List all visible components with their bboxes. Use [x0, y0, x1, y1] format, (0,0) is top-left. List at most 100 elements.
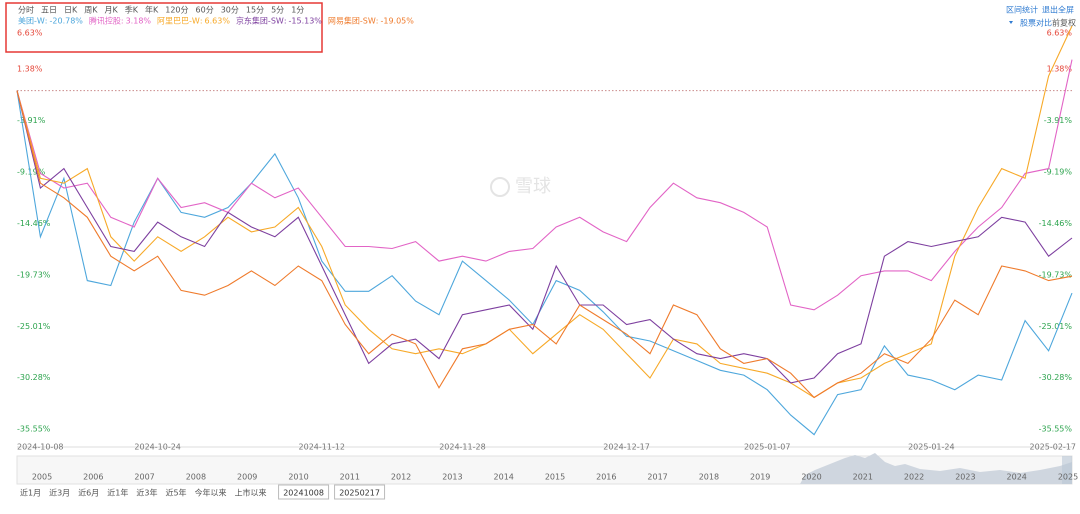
x-tick-label: 2025-02-17 [1030, 443, 1077, 452]
y-tick-label: -35.55% [17, 425, 51, 434]
y-tick-label-right: -30.28% [1039, 373, 1073, 382]
series-line [16, 90, 1073, 399]
period-tab[interactable]: 季K [125, 5, 139, 15]
legend-sep: : [121, 17, 124, 26]
period-tab[interactable]: 1分 [291, 6, 304, 15]
period-tab[interactable]: 30分 [221, 6, 239, 15]
x-tick-label: 2025-01-24 [908, 443, 955, 452]
option[interactable]: 股票对比 [1020, 18, 1052, 28]
legend-name[interactable]: 京东集团-SW [236, 16, 284, 26]
navigator-year: 2023 [955, 473, 975, 482]
range-button[interactable]: 近3年 [136, 488, 157, 498]
x-tick-label: 2024-10-08 [17, 443, 64, 452]
series-line [16, 90, 1073, 436]
legend-value: 6.63% [205, 17, 231, 26]
range-button[interactable]: 近1月 [20, 488, 41, 498]
legend-value: -19.05% [380, 17, 414, 26]
watermark: 雪球 [515, 176, 551, 197]
range-button[interactable]: 近6月 [78, 488, 99, 498]
legend-name[interactable]: 美团-W [18, 16, 45, 26]
period-tab[interactable]: 60分 [196, 6, 214, 15]
date-input[interactable] [334, 484, 386, 500]
y-tick-label-right: 1.38% [1047, 65, 1073, 74]
legend-value: -15.13% [289, 17, 323, 26]
period-tab[interactable]: 15分 [246, 6, 264, 15]
x-tick-label: 2024-10-24 [134, 443, 181, 452]
range-button[interactable]: 近5年 [165, 488, 186, 498]
navigator-year: 2020 [801, 473, 821, 482]
y-tick-label: 6.63% [17, 29, 43, 38]
period-tab[interactable]: 年K [145, 5, 159, 15]
date-input-text: 20241008 [283, 489, 324, 498]
period-tab[interactable]: 周K [84, 6, 98, 15]
legend-sep: : [200, 17, 203, 26]
navigator-year: 2019 [750, 473, 770, 482]
navigator-year: 2014 [494, 473, 514, 482]
series-line [16, 90, 1073, 384]
y-tick-label: -9.19% [17, 168, 46, 177]
period-tab[interactable]: 月K [105, 6, 119, 15]
navigator-year: 2017 [647, 473, 667, 482]
y-tick-label-right: -25.01% [1039, 322, 1073, 331]
legend-sep: : [45, 17, 48, 26]
range-button[interactable]: 上市以来 [235, 488, 267, 498]
navigator-year: 2024 [1007, 473, 1027, 482]
navigator-year: 2022 [904, 473, 924, 482]
navigator-year: 2016 [596, 473, 616, 482]
legend-name[interactable]: 腾讯控股 [89, 16, 121, 26]
x-tick-label: 2024-12-17 [603, 443, 650, 452]
x-tick-label: 2024-11-28 [439, 443, 486, 452]
option[interactable]: 前复权 [1052, 18, 1076, 28]
option-icon [1009, 21, 1013, 24]
y-tick-label-right: -9.19% [1044, 168, 1073, 177]
period-tab[interactable]: 分时 [18, 5, 34, 15]
period-tab[interactable]: 5分 [271, 6, 284, 15]
period-tab[interactable]: 五日 [41, 6, 57, 15]
legend-name[interactable]: 阿里巴巴-W [157, 17, 200, 26]
series-line [16, 59, 1073, 311]
legend-name[interactable]: 网易集团-SW [328, 16, 376, 26]
y-tick-label-right: -19.73% [1039, 270, 1073, 279]
period-tab[interactable]: 120分 [165, 6, 188, 15]
navigator-year: 2018 [699, 473, 719, 482]
navigator-year: 2025 [1058, 473, 1078, 482]
navigator-year: 2011 [340, 473, 360, 482]
navigator-year: 2013 [442, 473, 462, 482]
navigator-area [800, 453, 1072, 484]
navigator-year: 2005 [32, 473, 52, 482]
range-button[interactable]: 近1年 [107, 488, 128, 498]
y-tick-label-right: -3.91% [1044, 116, 1073, 125]
period-tab[interactable]: 日K [64, 6, 78, 15]
range-button[interactable]: 今年以来 [195, 488, 227, 498]
range-button[interactable]: 近3月 [49, 488, 70, 498]
y-tick-label-right: -35.55% [1039, 425, 1073, 434]
navigator-year: 2009 [237, 473, 257, 482]
legend-sep: : [284, 17, 287, 26]
y-tick-label: 1.38% [17, 65, 43, 74]
date-input[interactable] [278, 484, 330, 500]
navigator-year: 2012 [391, 473, 411, 482]
navigator-selection[interactable] [1062, 456, 1072, 484]
y-tick-label: -25.01% [17, 322, 51, 331]
date-input-text: 20250217 [339, 489, 380, 498]
watermark-logo [490, 177, 510, 197]
navigator-year: 2015 [545, 473, 565, 482]
navigator-year: 2021 [853, 473, 873, 482]
highlight-box [5, 2, 323, 53]
x-tick-label: 2024-11-12 [299, 443, 346, 452]
legend-sep: : [376, 17, 379, 26]
navigator-year: 2006 [83, 473, 103, 482]
y-tick-label-right: -14.46% [1039, 219, 1073, 228]
toolbar-link[interactable]: 退出全屏 [1042, 5, 1074, 15]
navigator-year: 2010 [288, 473, 308, 482]
y-tick-label: -14.46% [17, 219, 51, 228]
y-tick-label-right: 6.63% [1047, 29, 1073, 38]
toolbar-link[interactable]: 区间统计 [1006, 5, 1038, 15]
navigator-year: 2007 [134, 473, 154, 482]
y-tick-label: -3.91% [17, 116, 46, 125]
x-tick-label: 2025-01-07 [744, 443, 791, 452]
y-tick-label: -19.73% [17, 270, 51, 279]
legend-value: -20.78% [50, 17, 84, 26]
